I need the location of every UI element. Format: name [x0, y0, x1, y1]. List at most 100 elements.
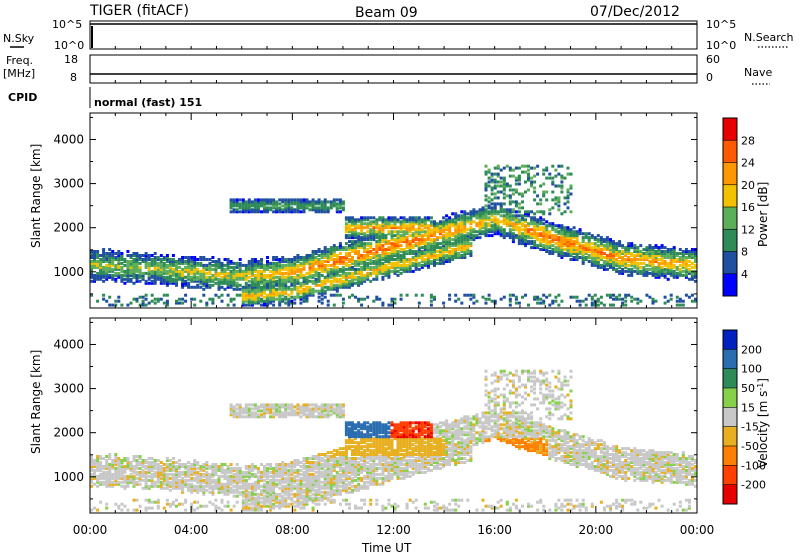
vel-cell: [108, 465, 112, 468]
power-cell: [132, 261, 136, 265]
power-cell: [411, 224, 415, 228]
power-cell: [393, 252, 397, 255]
power-cell: [524, 212, 527, 216]
power-cell: [90, 279, 93, 283]
power-cell: [244, 206, 248, 210]
power-cell: [609, 248, 612, 251]
power-cell: [499, 297, 503, 301]
power-cell: [250, 285, 254, 289]
vel-cell: [208, 486, 212, 490]
vel-cell: [272, 413, 276, 417]
power-cell: [381, 218, 385, 222]
vel-cell: [129, 480, 133, 484]
vel-cell: [275, 411, 279, 415]
power-cell: [305, 295, 309, 299]
power-cell: [314, 252, 318, 255]
power-cell: [375, 258, 379, 261]
power-cell: [305, 204, 309, 208]
power-cell: [129, 277, 133, 281]
power-cell: [636, 252, 640, 255]
power-cell: [338, 285, 342, 289]
power-cell: [448, 240, 452, 244]
power-cell: [466, 236, 470, 240]
power-cell: [445, 240, 449, 244]
y-tick-label: 4000: [53, 132, 84, 146]
power-cell: [448, 250, 452, 253]
vel-cell: [96, 455, 100, 458]
vel-cell: [223, 470, 227, 474]
power-cell: [390, 252, 394, 255]
vel-cell: [165, 498, 169, 502]
power-cell: [229, 281, 233, 285]
power-cell: [369, 242, 373, 246]
power-cell: [260, 271, 263, 275]
power-cell: [630, 261, 634, 265]
power-cell: [159, 271, 163, 275]
vel-cell: [229, 482, 233, 486]
vel-cell: [126, 474, 130, 478]
vel-cell: [235, 488, 239, 492]
vel-cell: [263, 470, 266, 474]
vel-cell: [105, 506, 109, 510]
power-cell: [694, 271, 697, 275]
power-cell: [624, 265, 628, 269]
vel-cell: [241, 472, 245, 476]
power-cell: [575, 232, 579, 236]
power-cell: [269, 283, 273, 287]
vel-cell: [190, 468, 194, 472]
power-cell: [305, 277, 309, 281]
power-cell: [393, 222, 397, 226]
vel-cell: [93, 476, 96, 480]
power-cell: [414, 252, 418, 255]
power-cell: [405, 226, 409, 230]
vel-cell: [269, 486, 273, 490]
power-cell: [508, 230, 512, 234]
power-cell: [575, 242, 579, 246]
power-cell: [338, 281, 342, 285]
power-cell: [296, 293, 300, 297]
power-cell: [536, 224, 540, 228]
vel-cell: [202, 468, 206, 472]
power-cell: [135, 273, 139, 277]
vel-cell: [250, 494, 254, 498]
power-cell: [93, 260, 96, 263]
vel-cell: [269, 490, 273, 494]
power-cell: [496, 226, 500, 230]
power-cell: [357, 226, 361, 230]
power-cell: [420, 250, 424, 253]
power-cell: [429, 246, 433, 250]
vel-cell: [272, 486, 276, 490]
power-cell: [208, 267, 212, 271]
power-cell: [126, 263, 130, 267]
power-cell: [102, 250, 106, 253]
power-cell: [599, 240, 603, 244]
power-cell: [420, 252, 424, 255]
power-cell: [390, 216, 394, 220]
power-cell: [235, 261, 239, 265]
vel-cell: [105, 466, 109, 470]
power-cell: [454, 299, 458, 303]
power-cell: [229, 273, 233, 277]
vel-cell: [129, 463, 133, 466]
power-cell: [508, 224, 512, 228]
power-cell: [414, 256, 418, 259]
power-cell: [602, 246, 606, 250]
power-cell: [253, 277, 257, 281]
vel-cell: [281, 411, 285, 415]
power-cell: [348, 263, 351, 267]
vel-cell: [165, 476, 169, 480]
power-cell: [542, 218, 546, 222]
power-cell: [284, 208, 288, 212]
power-cell: [272, 198, 276, 202]
power-cell: [168, 271, 172, 275]
vel-cell: [220, 498, 224, 502]
vel-cell: [275, 463, 279, 466]
power-cell: [335, 206, 339, 210]
power-cell: [220, 285, 224, 289]
power-cell: [314, 258, 318, 261]
vel-cell: [114, 478, 118, 482]
power-cell: [269, 287, 273, 291]
vel-cell: [202, 490, 206, 494]
power-cell: [442, 301, 446, 305]
power-cell: [666, 267, 670, 271]
